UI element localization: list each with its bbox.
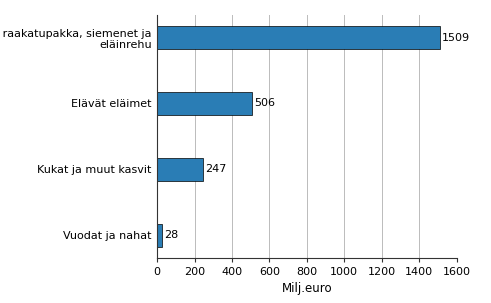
Text: 28: 28 bbox=[164, 230, 179, 240]
Text: 506: 506 bbox=[254, 98, 275, 108]
Text: 1509: 1509 bbox=[442, 33, 470, 43]
Bar bbox=[157, 92, 252, 115]
Bar bbox=[157, 224, 163, 247]
Bar bbox=[157, 26, 439, 49]
Bar bbox=[157, 158, 203, 181]
Text: 247: 247 bbox=[206, 164, 227, 174]
X-axis label: Milj.euro: Milj.euro bbox=[281, 282, 332, 295]
